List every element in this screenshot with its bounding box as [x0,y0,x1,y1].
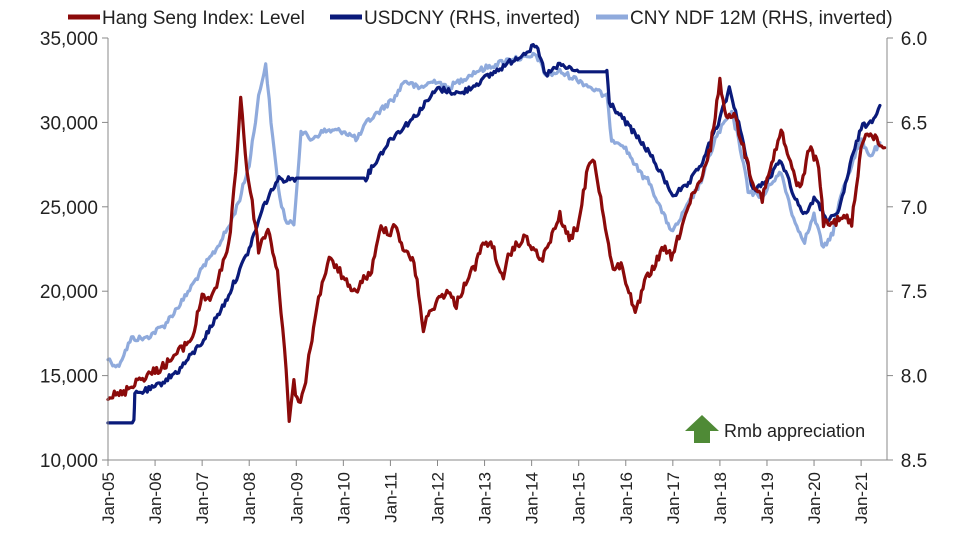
x-tick-label: Jan-12 [428,472,447,524]
y-left-tick-label: 30,000 [40,113,98,134]
legend-item-hsi: Hang Seng Index: Level [68,8,305,29]
x-tick-label: Jan-07 [193,472,212,524]
x-tick-label: Jan-14 [523,472,542,524]
y-left-tick-label: 25,000 [40,198,98,219]
series-line-hsi [106,76,887,423]
y-left-tick-label: 10,000 [40,451,98,472]
x-tick-label: Jan-16 [617,472,636,524]
plot-area: 10,000 15,000 20,000 25,000 30,000 35,000 6.0 6… [40,29,927,524]
x-tick-label: Jan-20 [805,472,824,524]
series-line-ndf [106,51,882,369]
x-tick-label: Jan-13 [476,472,495,524]
y-right-tick-label: 6.0 [901,29,927,50]
x-tick-label: Jan-06 [146,472,165,524]
legend-label-hsi: Hang Seng Index: Level [102,8,305,29]
legend-item-usdcny: USDCNY (RHS, inverted) [330,8,580,29]
legend-label-ndf: CNY NDF 12M (RHS, inverted) [630,8,893,29]
y-right-tick-label: 8.0 [901,367,927,388]
annotation-label: Rmb appreciation [724,421,865,441]
y-right-tick-label: 8.5 [901,451,927,472]
y-right-tick-label: 7.5 [901,282,927,303]
annotation: Rmb appreciation [685,415,865,443]
x-tick-label: Jan-19 [758,472,777,524]
y-right-tick-label: 6.5 [901,113,927,134]
y-left-tick-label: 20,000 [40,282,98,303]
legend-label-usdcny: USDCNY (RHS, inverted) [364,8,580,29]
up-arrow-icon [685,415,719,443]
legend: Hang Seng Index: Level USDCNY (RHS, inve… [68,8,893,29]
y-right-tick-label: 7.0 [901,198,927,219]
x-tick-label: Jan-11 [381,472,400,523]
x-tick-label: Jan-15 [570,472,589,524]
x-tick-label: Jan-05 [99,472,118,524]
x-tick-label: Jan-10 [334,472,353,524]
x-tick-label: Jan-18 [711,472,730,524]
y-left-tick-label: 35,000 [40,29,98,50]
axes-layer: 10,000 15,000 20,000 25,000 30,000 35,000 6.0 6… [40,29,927,524]
y-left-tick-label: 15,000 [40,367,98,388]
x-tick-label: Jan-09 [287,472,306,524]
legend-item-ndf: CNY NDF 12M (RHS, inverted) [596,8,893,29]
series-layer [106,43,887,425]
x-tick-label: Jan-17 [664,472,683,524]
x-tick-label: Jan-21 [852,472,871,524]
x-tick-label: Jan-08 [240,472,259,524]
